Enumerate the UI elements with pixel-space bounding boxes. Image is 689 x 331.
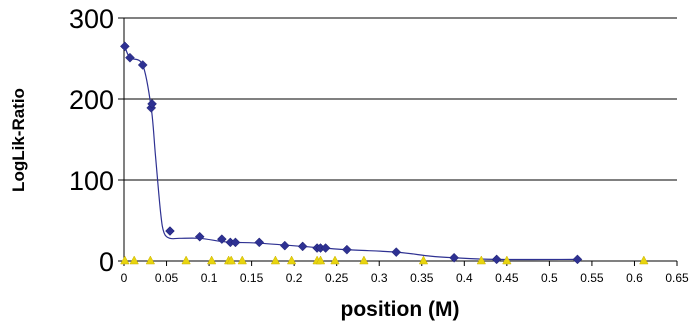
diamond-marker	[297, 241, 308, 252]
triangle-marker	[418, 255, 429, 265]
triangle-marker	[226, 255, 236, 265]
trend-line	[124, 46, 578, 261]
y-tick-label: 300	[69, 4, 114, 34]
x-tick-label: 0.55	[580, 271, 604, 285]
diamond-marker	[391, 247, 402, 257]
tick-labels: 0 100 200 300 0 0.05 0.1 0.15 0.2 0.25 0.3 0.35 0.4 0…	[69, 4, 689, 285]
diamond-marker	[194, 231, 205, 242]
diamond-marker	[254, 237, 265, 248]
diamond-marker	[449, 252, 459, 263]
x-tick-label: 0.25	[325, 271, 349, 285]
diamond-marker	[572, 254, 583, 265]
x-tick-label: 0.2	[286, 271, 303, 285]
y-tick-label: 100	[69, 166, 114, 196]
x-tick-label: 0.65	[665, 271, 689, 285]
diamond-marker	[342, 244, 352, 255]
diamond-marker	[230, 237, 241, 248]
triangle-marker	[359, 255, 369, 265]
x-tick-label: 0.6	[626, 271, 643, 285]
triangle-marker	[237, 255, 247, 265]
diamond-marker	[125, 52, 135, 63]
diamond-marker	[491, 254, 502, 265]
x-tick-label: 0.35	[410, 271, 434, 285]
diamond-marker	[119, 41, 130, 52]
y-axis-label: LogLik-Ratio	[9, 88, 28, 192]
triangle-marker	[181, 255, 191, 265]
triangle-marker	[639, 255, 649, 265]
trend-line-path	[124, 46, 578, 261]
diamond-marker	[279, 240, 290, 251]
x-tick-label: 0.05	[155, 271, 179, 285]
x-tick-label: 0	[121, 271, 128, 285]
x-tick-label: 0.1	[201, 271, 218, 285]
diamond-marker	[320, 243, 331, 253]
gridlines	[124, 17, 677, 181]
x-tick-label: 0.15	[240, 271, 264, 285]
triangle-marker	[315, 255, 326, 265]
triangle-marker	[502, 255, 512, 265]
x-tick-label: 0.45	[495, 271, 519, 285]
x-tick-label: 0.4	[456, 271, 473, 285]
x-axis-label: position (M)	[341, 298, 460, 321]
triangle-marker	[286, 255, 297, 265]
y-tick-label: 0	[99, 247, 114, 277]
triangle-marker	[145, 255, 156, 265]
diamond-marker	[165, 226, 175, 236]
diamond-marker	[137, 60, 148, 70]
triangle-marker	[129, 255, 139, 265]
diamond-marker	[216, 234, 227, 244]
y-tick-label: 200	[69, 85, 114, 115]
axes	[118, 17, 678, 266]
triangle-marker	[270, 255, 281, 265]
x-tick-label: 0.3	[371, 271, 388, 285]
diamond-marker	[147, 99, 157, 109]
triangle-marker	[120, 255, 130, 265]
triangle-marker	[330, 255, 340, 265]
triangle-marker	[206, 255, 217, 265]
triangle-marker	[476, 255, 486, 265]
x-tick-label: 0.5	[541, 271, 558, 285]
data-points	[119, 41, 649, 265]
